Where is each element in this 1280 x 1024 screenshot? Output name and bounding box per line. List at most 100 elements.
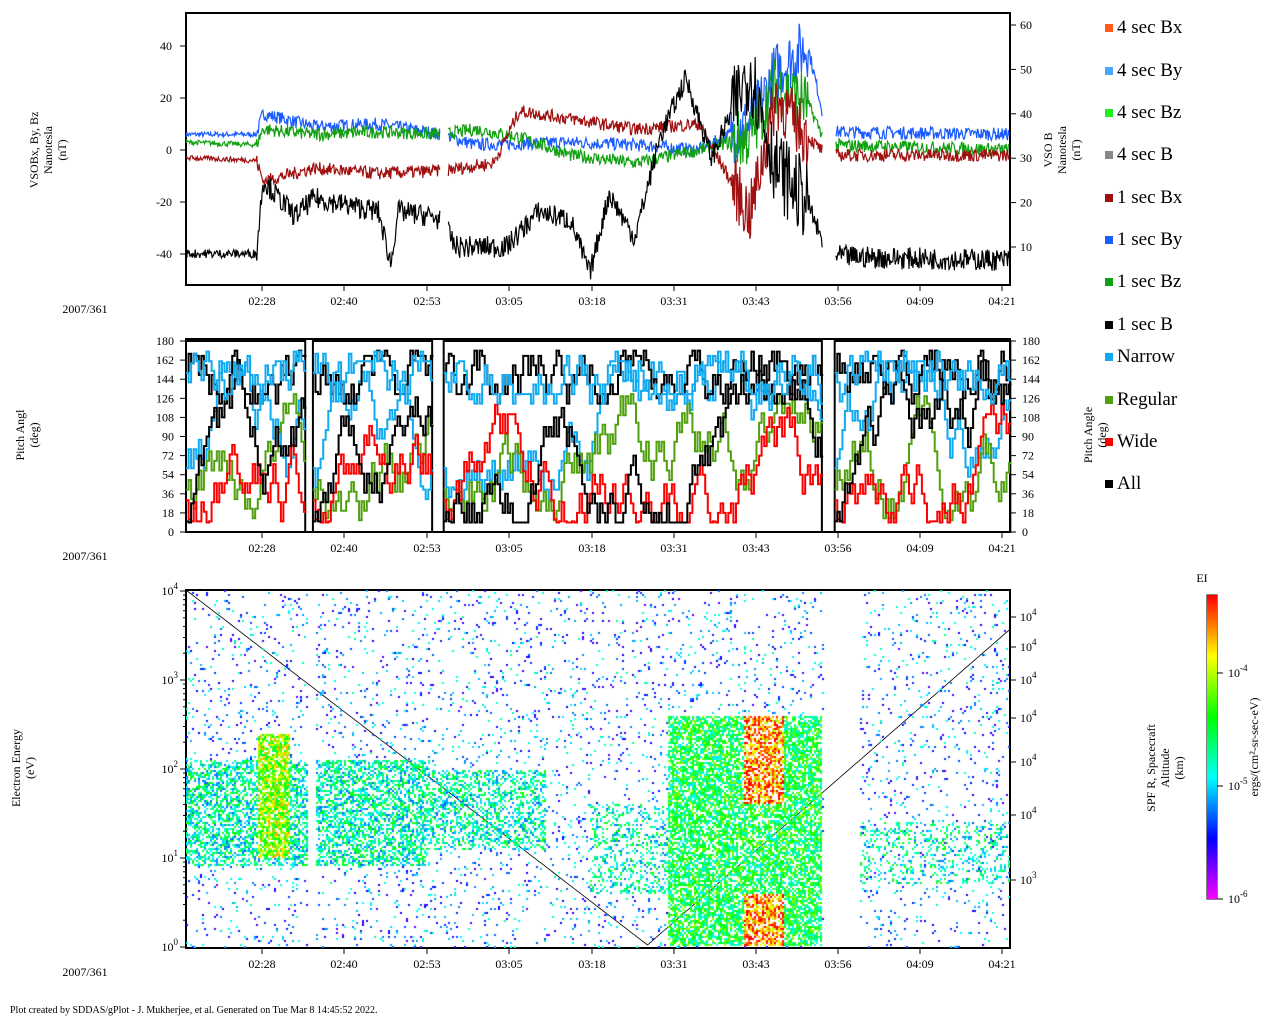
pitch-line-all <box>443 350 824 524</box>
y-tick-label: 0 <box>166 143 172 157</box>
x-tick-label: 02:53 <box>413 957 440 971</box>
x-tick-label: 02:40 <box>330 294 357 308</box>
y2-axis-label: Altitude <box>1158 748 1172 787</box>
y-axis-label: (nT) <box>55 139 69 160</box>
pitch-line-regular <box>443 393 824 522</box>
footer-credit: Plot created by SDDAS/gPlot - J. Mukherj… <box>10 1005 378 1016</box>
x-tick-label: 02:53 <box>413 541 440 555</box>
colorbar-title: EI <box>1196 571 1207 585</box>
spectrogram-heatmap <box>186 590 1010 948</box>
x-tick-label: 03:43 <box>742 541 769 555</box>
y2-tick-label: 104 <box>1020 607 1037 624</box>
legend-label: 1 sec Bx <box>1117 187 1183 208</box>
y2-axis-label: Nanotesla <box>1055 125 1069 174</box>
y2-tick-label: 104 <box>1020 805 1037 822</box>
y2-tick-label: 126 <box>1022 391 1040 405</box>
colorbar <box>1207 595 1217 899</box>
x-tick-label: 03:56 <box>824 541 851 555</box>
pitch-segment-box <box>442 340 823 533</box>
legend-label: 4 sec B <box>1117 144 1173 165</box>
y2-tick-label: 60 <box>1020 18 1032 32</box>
legend-item: 1 sec B <box>1105 314 1173 336</box>
y2-tick-label: 72 <box>1022 449 1034 463</box>
y-tick-label: 20 <box>160 91 172 105</box>
legend-item: Regular <box>1105 389 1177 411</box>
x-tick-label: 02:40 <box>330 957 357 971</box>
legend-label: 4 sec By <box>1117 60 1183 81</box>
y-tick-label: 72 <box>162 449 174 463</box>
legend-label: 4 sec Bx <box>1117 17 1183 38</box>
pitch-line-wide <box>312 424 434 524</box>
legend-swatch <box>1105 278 1113 286</box>
pitch-line-all <box>186 359 307 524</box>
pitch-line-regular <box>834 395 1012 522</box>
y-tick-label: 162 <box>156 353 174 367</box>
x-tick-label: 04:09 <box>906 957 933 971</box>
legend-item: 4 sec Bx <box>1105 17 1182 39</box>
x-tick-label: 04:09 <box>906 294 933 308</box>
date-label: 2007/361 <box>62 302 107 316</box>
y2-axis-label: (nT) <box>1069 139 1083 160</box>
pitch-line-narrow <box>186 350 307 405</box>
y-axis-label: (eV) <box>23 757 37 779</box>
y2-tick-label: 90 <box>1022 430 1034 444</box>
y2-axis-label: SPF R, Spacecraft <box>1144 724 1158 812</box>
legend-label: Narrow <box>1117 346 1176 367</box>
y2-tick-label: 36 <box>1022 487 1034 501</box>
legend-swatch <box>1105 321 1113 329</box>
pitch-line-all <box>834 350 1012 523</box>
x-tick-label: 03:56 <box>824 294 851 308</box>
legend-item: 4 sec By <box>1105 60 1182 82</box>
pitch-line-regular <box>186 393 307 520</box>
legend-item: 4 sec Bz <box>1105 102 1181 124</box>
y-axis-label: Electron Energy <box>9 729 23 807</box>
legend-swatch <box>1105 67 1113 75</box>
y2-axis-label: (km) <box>1172 756 1186 779</box>
y-tick-label: 54 <box>162 468 174 482</box>
y-tick-label: -20 <box>156 195 172 209</box>
colorbar-tick-label: 10-5 <box>1228 776 1248 793</box>
legend-swatch <box>1105 24 1113 32</box>
legend-label: 1 sec B <box>1117 314 1173 335</box>
y-tick-label: -40 <box>156 247 172 261</box>
y-axis-label: (deg) <box>27 422 41 447</box>
x-tick-label: 03:43 <box>742 957 769 971</box>
pitch-segment-box <box>833 340 1012 533</box>
y2-tick-label: 30 <box>1020 151 1032 165</box>
y-tick-label: 100 <box>162 937 179 954</box>
y2-tick-label: 180 <box>1022 334 1040 348</box>
y-tick-label: 101 <box>162 848 179 865</box>
pitch-line-narrow <box>312 350 434 405</box>
pitch-segment-box <box>185 340 307 533</box>
y2-tick-label: 10 <box>1020 240 1032 254</box>
y-axis-label: VSOBx, By, Bz <box>27 112 41 189</box>
pitch-line-all <box>443 349 824 405</box>
legend-item: 1 sec Bz <box>1105 271 1181 293</box>
y-tick-label: 18 <box>162 506 174 520</box>
x-tick-label: 02:53 <box>413 294 440 308</box>
x-tick-label: 03:05 <box>495 957 522 971</box>
legend-swatch <box>1105 109 1113 117</box>
y-tick-label: 104 <box>162 581 179 598</box>
y-tick-label: 180 <box>156 334 174 348</box>
y-tick-label: 0 <box>168 525 174 539</box>
pitch-line-wide <box>443 403 824 524</box>
colorbar-tick-label: 10-6 <box>1228 889 1248 906</box>
mag-panel-frame <box>185 12 1011 286</box>
x-tick-label: 04:09 <box>906 541 933 555</box>
x-tick-label: 03:18 <box>578 294 605 308</box>
legend-swatch <box>1105 236 1113 244</box>
y-tick-label: 102 <box>162 759 179 776</box>
legend-item: 1 sec By <box>1105 229 1182 251</box>
y2-tick-label: 104 <box>1020 708 1037 725</box>
y2-tick-label: 144 <box>1022 372 1040 386</box>
y-axis-label: Nanotesla <box>41 125 55 174</box>
y2-tick-label: 18 <box>1022 506 1034 520</box>
legend-label: All <box>1117 473 1142 494</box>
x-tick-label: 03:31 <box>660 294 687 308</box>
x-tick-label: 04:21 <box>988 957 1015 971</box>
legend-label: Wide <box>1117 431 1158 452</box>
x-tick-label: 03:18 <box>578 541 605 555</box>
series-line-1-sec-by <box>185 23 1010 164</box>
